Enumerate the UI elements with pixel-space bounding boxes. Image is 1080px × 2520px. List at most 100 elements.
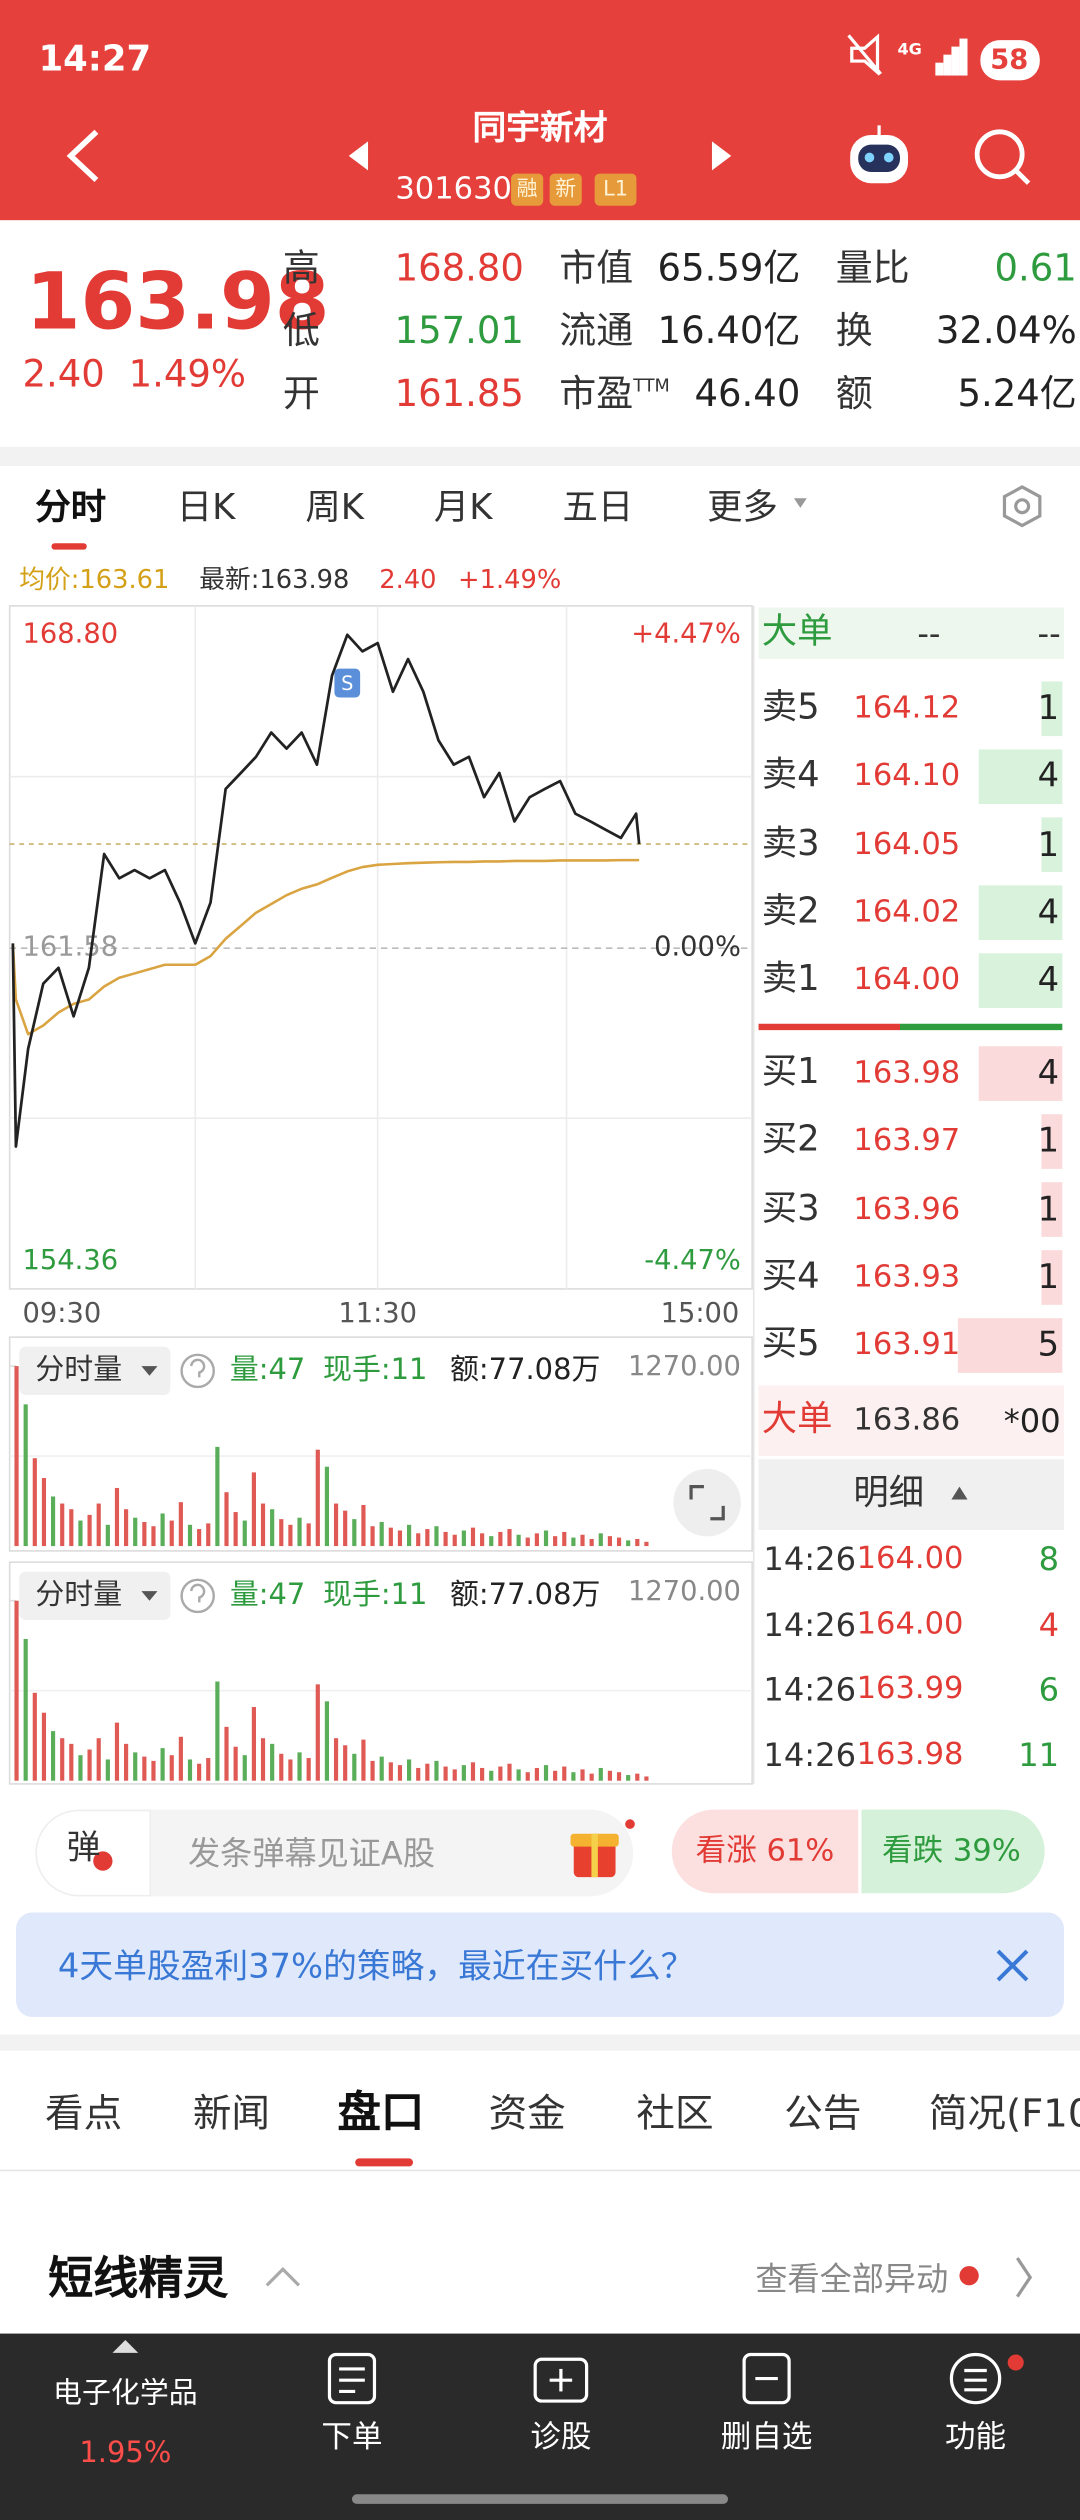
expand-button[interactable] <box>673 1468 741 1537</box>
volume-bar <box>644 1541 649 1547</box>
volume-bar <box>635 1773 640 1781</box>
volume-bar <box>452 1769 457 1781</box>
volume-annotation: 量:47 <box>229 1578 306 1612</box>
trade-price: 164.00 <box>856 1540 964 1576</box>
chart-tab[interactable]: 日K <box>176 488 236 529</box>
content-tab[interactable]: 简况(F10) <box>928 2090 1080 2136</box>
nav-item[interactable]: 删自选 <box>720 2419 813 2455</box>
volume-bar <box>388 1762 393 1781</box>
more-caret <box>793 498 807 508</box>
section-link[interactable]: 查看全部异动 <box>755 2259 949 2299</box>
bullish-label[interactable]: 看涨 61% <box>695 1832 835 1869</box>
volume-bar <box>288 1524 293 1547</box>
chart-tab[interactable]: 周K <box>305 488 364 529</box>
battery <box>980 40 1040 81</box>
content-tab[interactable]: 社区 <box>636 2090 714 2136</box>
settings-button[interactable] <box>1002 485 1042 528</box>
volume-bar <box>14 1366 19 1547</box>
x-tick-label: 11:30 <box>338 1298 417 1329</box>
danmu-badge: 弹 <box>66 1828 101 1867</box>
stat-value: 65.59亿 <box>657 248 801 291</box>
nav-item[interactable]: 下单 <box>321 2419 383 2455</box>
banner-bg[interactable] <box>16 1912 1064 2017</box>
volume-bar <box>32 1692 37 1781</box>
book-level: 卖1 <box>761 959 820 1000</box>
next-stock[interactable] <box>711 141 732 171</box>
content-tab[interactable]: 资金 <box>488 2090 566 2136</box>
remove-icon[interactable] <box>742 2352 791 2405</box>
volume-bar <box>32 1458 37 1547</box>
volume-bar <box>23 1638 28 1781</box>
volume-title-bg[interactable] <box>19 1346 171 1395</box>
collapse-icon[interactable] <box>265 2267 301 2287</box>
menu-icon[interactable] <box>949 2352 1002 2405</box>
banner-text[interactable]: 4天单股盈利37%的策略，最近在买什么？ <box>57 1947 695 1986</box>
volume-bar <box>434 1760 439 1781</box>
content-tab[interactable]: 新闻 <box>192 2090 270 2136</box>
signal-bar <box>959 38 968 76</box>
network-type: 4G <box>897 41 922 60</box>
book-price: 164.02 <box>853 894 961 930</box>
chart-tab[interactable]: 分时 <box>35 488 107 529</box>
help-icon[interactable] <box>180 1578 215 1614</box>
volume-title[interactable]: 分时量 <box>35 1353 123 1387</box>
chart-tab[interactable]: 五日 <box>562 488 634 529</box>
banner-close[interactable] <box>996 1949 1029 1982</box>
signal-marker <box>334 668 361 698</box>
book-volume-bar <box>978 1046 1063 1101</box>
volume-annotation: 量:47 <box>229 1353 306 1387</box>
volume-bar <box>324 1701 330 1781</box>
content-tab[interactable]: 盘口 <box>337 2088 425 2139</box>
volume-frame <box>8 1336 753 1552</box>
book-volume: 1 <box>1037 824 1060 864</box>
nav-item[interactable]: 功能 <box>944 2419 1007 2455</box>
status-time: 14:27 <box>38 40 152 81</box>
volume-bar <box>489 1770 494 1781</box>
bearish-button[interactable] <box>861 1809 1045 1894</box>
robot-icon[interactable] <box>850 125 909 184</box>
book-level: 卖2 <box>761 891 820 932</box>
settings-dot <box>1014 498 1031 515</box>
big-order-value: -- <box>917 613 941 653</box>
bearish-label[interactable]: 看跌 39% <box>882 1832 1021 1869</box>
help-icon[interactable] <box>180 1353 215 1389</box>
signal-bar <box>935 62 944 76</box>
detail-header-bg[interactable] <box>758 1459 1064 1530</box>
volume-title-bg[interactable] <box>19 1571 171 1620</box>
signal-bar <box>943 54 952 76</box>
content-tab[interactable]: 看点 <box>45 2090 123 2136</box>
volume-annotation: 现手:11 <box>323 1578 428 1612</box>
danmu-input[interactable]: 发条弹幕见证A股 <box>188 1833 436 1873</box>
order-icon[interactable] <box>327 2352 377 2405</box>
stat-label: 换 <box>835 310 873 353</box>
volume-bar <box>626 1775 631 1781</box>
volume-bar <box>461 1530 466 1547</box>
prev-stock[interactable] <box>348 141 369 171</box>
avg-price-line <box>11 858 640 1036</box>
stock-tag: L1 <box>603 177 629 202</box>
volume-bar <box>580 1534 585 1547</box>
volume-bar <box>197 1763 202 1781</box>
book-level: 买2 <box>761 1120 820 1161</box>
chart-tab[interactable]: 更多 <box>707 488 778 529</box>
sector-name[interactable]: 电子化学品 <box>53 2376 198 2411</box>
more-arrow[interactable] <box>1015 2257 1033 2298</box>
book-volume: 5 <box>1037 1325 1060 1364</box>
bullish-button[interactable] <box>671 1809 859 1894</box>
volume-title[interactable]: 分时量 <box>35 1578 123 1612</box>
detail-header[interactable]: 明细 <box>853 1473 925 1514</box>
diagnose-icon[interactable] <box>533 2357 589 2403</box>
volume-bar <box>60 1738 65 1781</box>
volume-bar <box>470 1762 476 1781</box>
trade-volume: 11 <box>1018 1734 1060 1774</box>
back-button[interactable] <box>66 129 99 183</box>
book-volume: 4 <box>1037 960 1060 1000</box>
nav-item[interactable]: 诊股 <box>530 2419 592 2455</box>
stat-label: 量比 <box>835 248 910 291</box>
content-tab[interactable]: 公告 <box>784 2090 862 2136</box>
search-button[interactable] <box>974 129 1031 185</box>
volume-bar <box>23 1404 28 1547</box>
chart-tab[interactable]: 月K <box>433 488 493 529</box>
